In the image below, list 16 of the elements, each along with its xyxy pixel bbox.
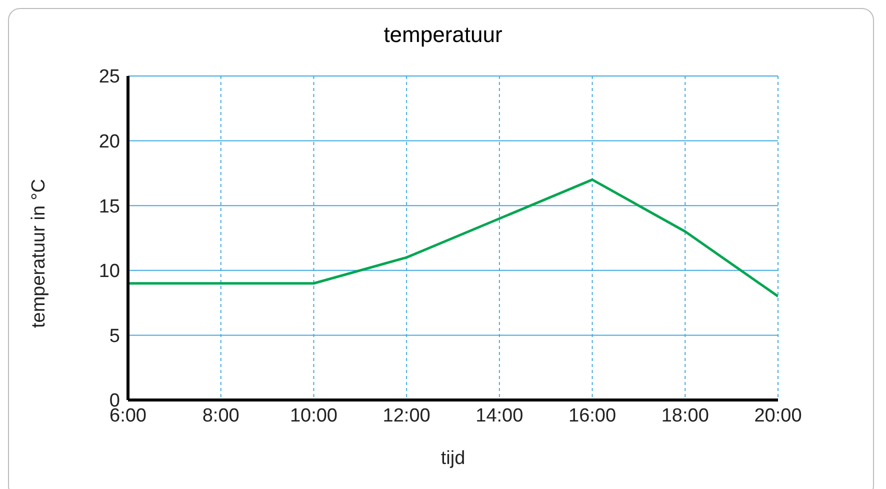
x-tick-label: 16:00 — [568, 405, 616, 426]
y-tick-label: 10 — [98, 261, 120, 282]
x-tick-label: 20:00 — [754, 405, 802, 426]
x-tick-label: 12:00 — [382, 405, 430, 426]
x-axis-title: tijd — [440, 448, 466, 469]
x-tick-label: 14:00 — [476, 405, 524, 426]
y-tick-label: 20 — [98, 132, 120, 153]
line-series — [128, 178, 778, 298]
x-tick-label: 18:00 — [661, 405, 709, 426]
y-tick-label: 15 — [98, 196, 120, 218]
chart-title: temperatuur — [382, 22, 504, 48]
x-tick-label: 10:00 — [290, 405, 338, 426]
y-tick-label: 5 — [109, 326, 120, 347]
y-axis-title: temperatuur in °C — [28, 178, 50, 328]
y-tick-label: 25 — [98, 66, 120, 88]
x-tick-label: 8:00 — [202, 405, 240, 426]
